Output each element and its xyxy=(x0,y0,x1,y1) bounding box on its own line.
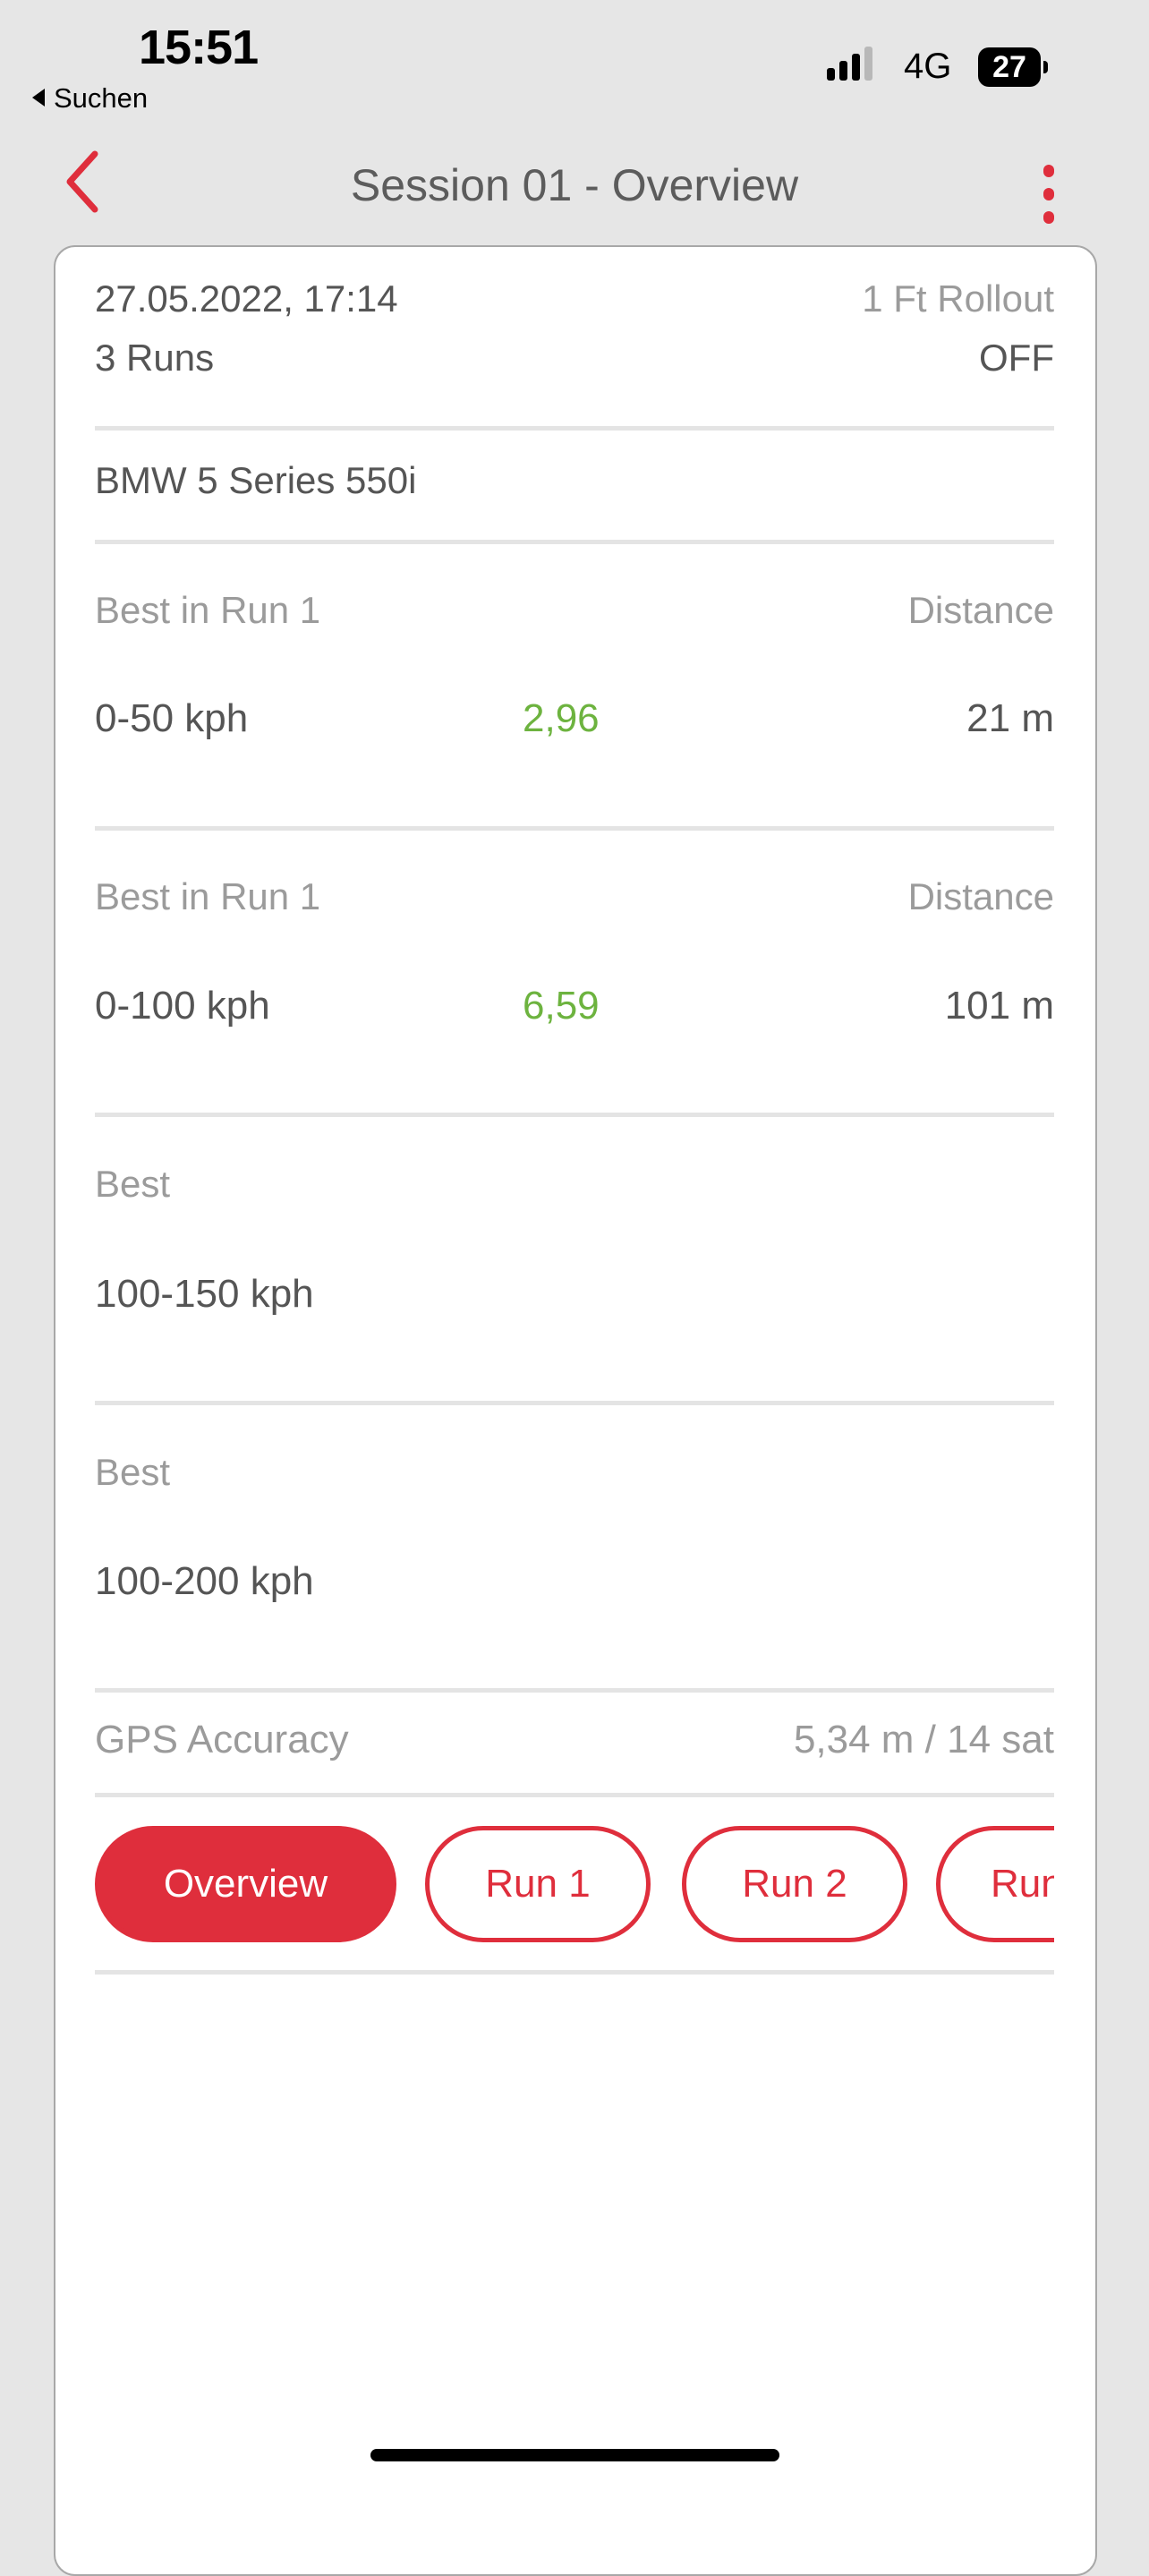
divider xyxy=(95,1113,1054,1117)
tab-run-3[interactable]: Run 3 xyxy=(936,1826,1054,1942)
back-app-label: Suchen xyxy=(54,82,149,114)
metric-label: Best in Run 1 xyxy=(95,875,321,917)
signal-icon xyxy=(827,47,872,81)
gps-label: GPS Accuracy xyxy=(95,1718,349,1761)
home-indicator[interactable] xyxy=(370,2449,779,2461)
session-card xyxy=(54,245,1097,2576)
divider xyxy=(95,1688,1054,1693)
session-runs: 3 Runs xyxy=(95,337,215,379)
metric-time: 6,59 xyxy=(523,984,600,1028)
divider xyxy=(95,1401,1054,1405)
metric-time: 2,96 xyxy=(523,696,600,740)
rollout-value: OFF xyxy=(979,337,1054,379)
metric-range: 100-200 kph xyxy=(95,1559,314,1603)
metric-label: Best in Run 1 xyxy=(95,589,321,631)
metric-distance: 21 m xyxy=(966,696,1054,740)
gps-value: 5,34 m / 14 sat xyxy=(793,1718,1054,1761)
tab-overview[interactable]: Overview xyxy=(95,1826,396,1942)
rollout-label: 1 Ft Rollout xyxy=(862,277,1054,320)
car-name: BMW 5 Series 550i xyxy=(95,459,417,501)
divider xyxy=(95,826,1054,831)
tab-run-1[interactable]: Run 1 xyxy=(425,1826,651,1942)
tab-bar[interactable]: Overview Run 1 Run 2 Run 3 xyxy=(95,1826,1054,1942)
battery-tip xyxy=(1043,61,1048,73)
battery-icon: 27 xyxy=(978,47,1041,87)
chevron-left-icon[interactable] xyxy=(64,150,100,213)
metric-label: Best xyxy=(95,1163,171,1205)
metric-range: 0-50 kph xyxy=(95,696,249,740)
more-vertical-icon[interactable] xyxy=(1038,165,1060,224)
metric-range: 0-100 kph xyxy=(95,984,270,1028)
distance-label: Distance xyxy=(907,589,1054,631)
metric-range: 100-150 kph xyxy=(95,1272,314,1316)
divider xyxy=(95,540,1054,544)
divider xyxy=(95,426,1054,431)
metric-label: Best xyxy=(95,1451,171,1493)
status-time: 15:51 xyxy=(139,21,259,74)
network-type: 4G xyxy=(904,47,952,86)
divider xyxy=(95,1970,1054,1975)
session-datetime: 27.05.2022, 17:14 xyxy=(95,277,398,320)
back-triangle-icon xyxy=(32,89,45,107)
distance-label: Distance xyxy=(907,875,1054,917)
divider xyxy=(95,1793,1054,1797)
tab-run-2[interactable]: Run 2 xyxy=(682,1826,907,1942)
page-title: Session 01 - Overview xyxy=(350,160,799,210)
metric-distance: 101 m xyxy=(944,984,1054,1028)
back-to-app[interactable]: Suchen xyxy=(32,82,148,115)
